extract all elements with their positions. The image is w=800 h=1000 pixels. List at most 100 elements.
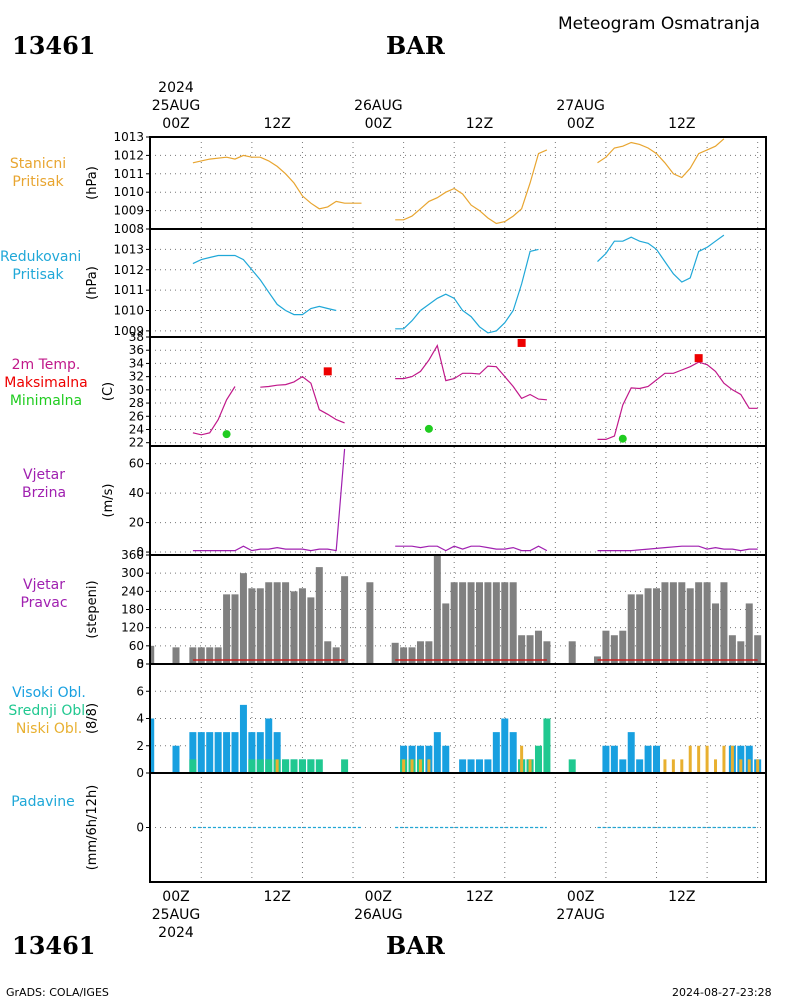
y-tick-label: 6 (136, 684, 144, 698)
label-wind-direction: Vjetar Pravac (0, 576, 88, 612)
wind-direction-bar (568, 641, 576, 663)
x-tick-label-top: 00Z (162, 116, 189, 132)
wind-direction-bar (239, 573, 247, 663)
wind-direction-bar (416, 641, 424, 663)
wind-direction-bar (172, 647, 180, 663)
series-group (192, 448, 758, 552)
y-tick-label: 26 (129, 409, 144, 423)
y-tick-label: 30 (129, 383, 144, 397)
reduced-pressure-line (192, 254, 337, 316)
cloud-low-bar (714, 759, 718, 772)
cloud-high-bar (433, 732, 441, 772)
cloud-high-bar (509, 732, 517, 772)
label-line: Vjetar (23, 467, 65, 483)
cloud-mid-bar (248, 759, 256, 772)
cloud-low-bar (747, 759, 751, 772)
cloud-high-bar (467, 759, 475, 772)
label-clouds: Visoki Obl. Srednji Obl. Niski Obl. (0, 684, 98, 738)
wind-direction-bar (341, 576, 349, 663)
cloud-low-bar (722, 745, 726, 772)
wind-direction-bar (223, 594, 231, 663)
x-tick-label-bottom: 00Z (567, 889, 594, 905)
cloud-high-bar (273, 732, 281, 772)
label-reduced-pressure: Redukovani Pritisak (0, 248, 81, 284)
wind-direction-bar (315, 567, 323, 663)
cloud-mid-bar (298, 759, 306, 772)
cloud-mid-bar (568, 759, 576, 772)
temperature-line (597, 361, 758, 440)
x-tick-label-top: 12Z (668, 116, 695, 132)
y-tick-label: 1011 (113, 167, 144, 181)
wind-direction-bar (669, 582, 677, 663)
wind-direction-bar (619, 630, 627, 663)
cloud-low-bar (739, 759, 743, 772)
cloud-high-bar (265, 718, 273, 772)
cloud-low-bar (730, 745, 734, 772)
wind-direction-bar (678, 582, 686, 663)
station-id-top: 13461 (12, 31, 96, 60)
y-tick-label: 1010 (113, 304, 144, 318)
y-tick-label: 1013 (113, 242, 144, 256)
wind-direction-bar (636, 594, 644, 663)
cloud-low-bar (680, 759, 684, 772)
cloud-high-bar (737, 745, 745, 772)
station-pressure-line (192, 154, 362, 210)
y-axis-unit: (C) (101, 382, 116, 401)
cloud-low-bar (688, 745, 692, 772)
y-tick-label: 34 (129, 356, 144, 370)
wind-direction-bar (509, 582, 517, 663)
cloud-low-bar (427, 759, 431, 772)
wind-direction-bar (324, 641, 332, 663)
y-tick-label: 20 (129, 516, 144, 530)
wind-direction-bar (518, 635, 526, 663)
wind-direction-bar (298, 588, 306, 663)
wind-direction-bar (627, 594, 635, 663)
tmin-marker (424, 424, 433, 433)
label-line: Visoki Obl. (12, 685, 86, 701)
x-year-label-top: 2024 (158, 80, 194, 96)
x-tick-label-top: 12Z (466, 116, 493, 132)
label-line: Pravac (20, 595, 68, 611)
wind-direction-bar (214, 647, 222, 663)
tmin-marker (222, 430, 231, 439)
x-year-label-bottom: 2024 (158, 925, 194, 941)
cloud-mid-bar (543, 718, 551, 772)
y-axis-unit: (m/s) (101, 484, 116, 518)
wind-direction-bar (703, 582, 711, 663)
y-tick-label: 360 (121, 548, 144, 562)
wind-direction-bar (501, 582, 509, 663)
wind-direction-bar (686, 588, 694, 663)
cloud-high-bar (627, 732, 635, 772)
series-group (192, 138, 725, 225)
wind-direction-bar (206, 647, 214, 663)
label-line: Brzina (21, 485, 67, 501)
station-name-top: BAR (386, 31, 445, 60)
cloud-high-bar (151, 718, 155, 772)
cloud-high-bar (602, 745, 610, 772)
cloud-high-bar (172, 745, 180, 772)
wind-direction-bar (273, 582, 281, 663)
cloud-mid-bar (282, 759, 290, 772)
wind-direction-bar (189, 647, 197, 663)
wind-speed-line (395, 545, 548, 552)
wind-direction-bar (433, 556, 441, 663)
panel-frame (149, 136, 767, 230)
cloud-high-bar (610, 745, 618, 772)
wind-direction-bar (197, 647, 205, 663)
cloud-high-bar (256, 732, 264, 772)
temperature-line (260, 375, 345, 424)
timestamp: 2024-08-27-23:28 (672, 986, 772, 999)
x-tick-label-bottom: 12Z (466, 889, 493, 905)
y-tick-label: 0 (136, 657, 144, 671)
y-tick-label: 4 (136, 712, 144, 726)
cloud-high-bar (206, 732, 214, 772)
cloud-mid-bar (307, 759, 315, 772)
x-date-label-top: 25AUG (152, 98, 201, 114)
wind-direction-bar (248, 588, 256, 663)
x-date-label-bottom: 26AUG (354, 907, 403, 923)
label-line: Padavine (11, 794, 75, 810)
cloud-low-bar (756, 759, 760, 772)
y-tick-label: 2 (136, 739, 144, 753)
wind-direction-bar (534, 630, 542, 663)
cloud-high-bar (619, 759, 627, 772)
